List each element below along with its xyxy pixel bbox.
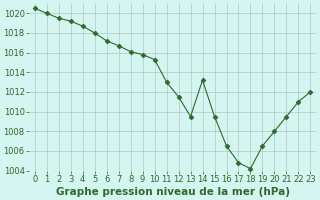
X-axis label: Graphe pression niveau de la mer (hPa): Graphe pression niveau de la mer (hPa) xyxy=(56,187,290,197)
